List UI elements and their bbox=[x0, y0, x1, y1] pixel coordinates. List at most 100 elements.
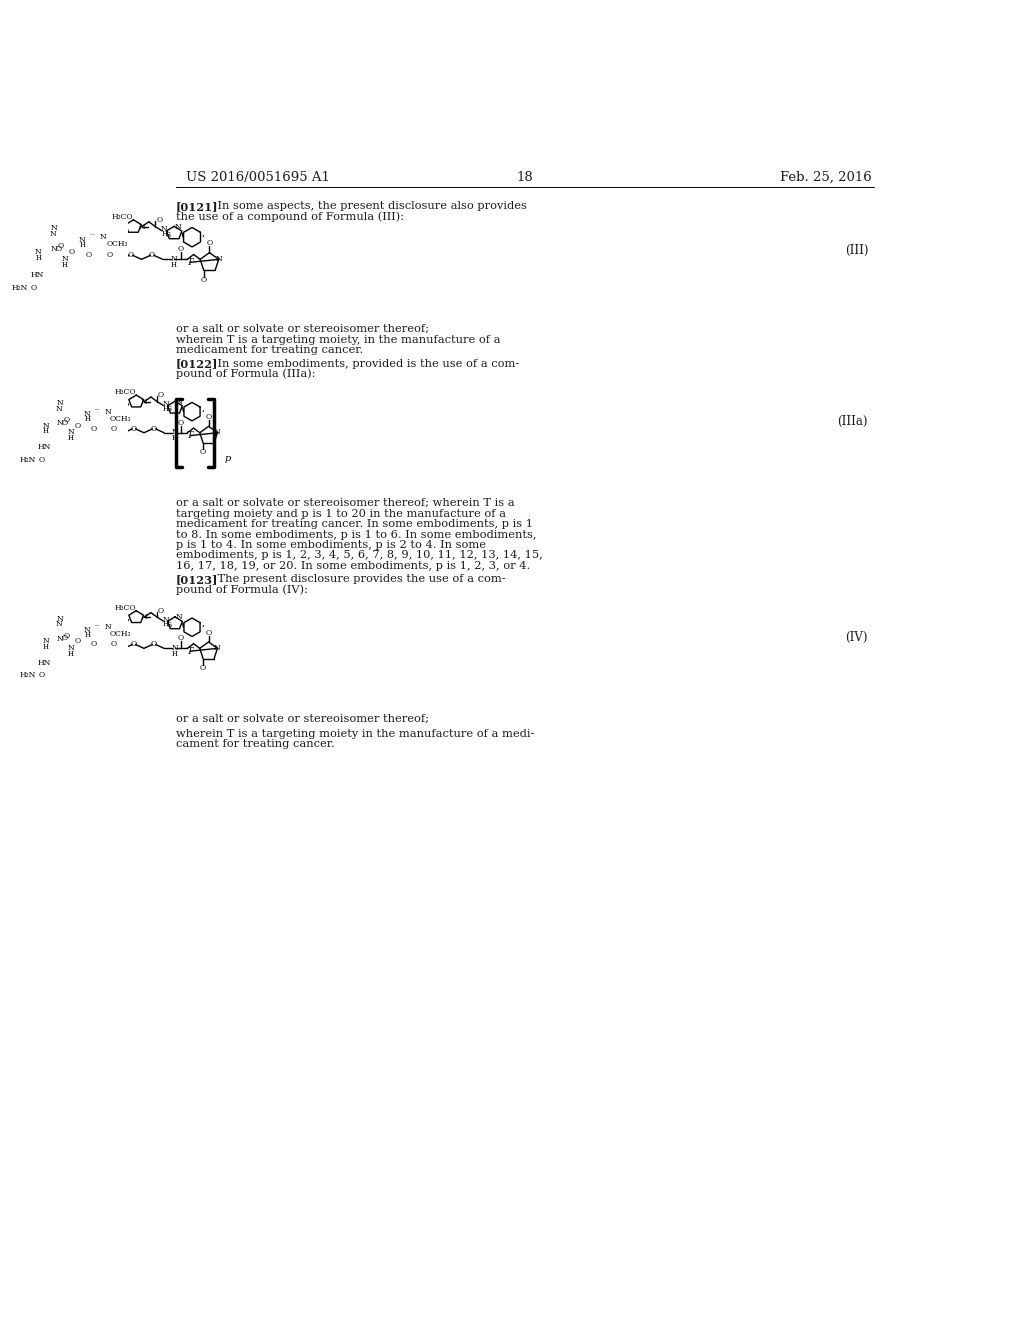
Text: or a salt or solvate or stereoisomer thereof; wherein T is a: or a salt or solvate or stereoisomer the… bbox=[176, 499, 515, 508]
Text: O: O bbox=[200, 449, 206, 457]
Text: O: O bbox=[57, 242, 63, 249]
Text: N: N bbox=[104, 623, 111, 631]
Text: O: O bbox=[106, 251, 113, 259]
Text: medicament for treating cancer. In some embodiments, p is 1: medicament for treating cancer. In some … bbox=[176, 519, 534, 529]
Text: H₃CO: H₃CO bbox=[115, 388, 136, 396]
Text: H: H bbox=[162, 230, 167, 238]
Text: N: N bbox=[140, 397, 147, 405]
Text: [0122]: [0122] bbox=[176, 358, 218, 370]
Text: In some embodiments, provided is the use of a com-: In some embodiments, provided is the use… bbox=[203, 359, 519, 368]
Text: ...: ... bbox=[94, 622, 99, 627]
Text: O: O bbox=[31, 284, 37, 292]
Text: HN: HN bbox=[38, 659, 51, 667]
Text: N: N bbox=[100, 234, 106, 242]
Text: O: O bbox=[39, 672, 45, 680]
Text: ...: ... bbox=[89, 231, 94, 236]
Text: N: N bbox=[214, 644, 221, 652]
Text: wherein T is a targeting moiety in the manufacture of a medi-: wherein T is a targeting moiety in the m… bbox=[176, 729, 535, 739]
Text: O: O bbox=[61, 635, 68, 643]
Text: O: O bbox=[201, 276, 207, 284]
Text: H: H bbox=[163, 620, 169, 628]
Text: S: S bbox=[165, 231, 170, 239]
Text: O: O bbox=[111, 425, 117, 433]
Text: Feb. 25, 2016: Feb. 25, 2016 bbox=[780, 172, 872, 185]
Text: ...: ... bbox=[94, 407, 99, 411]
Text: N: N bbox=[104, 408, 111, 416]
Text: or a salt or solvate or stereoisomer thereof;: or a salt or solvate or stereoisomer the… bbox=[176, 714, 429, 723]
Text: p: p bbox=[224, 454, 230, 462]
Text: N: N bbox=[162, 400, 169, 408]
Text: O: O bbox=[151, 425, 157, 433]
Text: N: N bbox=[162, 615, 169, 623]
Text: The present disclosure provides the use of a com-: The present disclosure provides the use … bbox=[203, 574, 506, 585]
Text: O: O bbox=[177, 244, 183, 253]
Text: H: H bbox=[43, 643, 48, 651]
Text: O: O bbox=[158, 392, 164, 400]
Text: O: O bbox=[206, 413, 212, 421]
Text: N: N bbox=[57, 399, 63, 407]
Text: O: O bbox=[61, 418, 68, 426]
Text: O: O bbox=[178, 635, 184, 643]
Text: the use of a compound of Formula (III):: the use of a compound of Formula (III): bbox=[176, 211, 404, 222]
Text: S: S bbox=[166, 405, 171, 413]
Text: O: O bbox=[90, 425, 96, 433]
Text: N: N bbox=[42, 638, 49, 645]
Text: O: O bbox=[131, 640, 137, 648]
Text: N: N bbox=[57, 418, 63, 428]
Text: O: O bbox=[150, 251, 156, 259]
Text: O: O bbox=[55, 244, 61, 253]
Text: 16, 17, 18, 19, or 20. In some embodiments, p is 1, 2, 3, or 4.: 16, 17, 18, 19, or 20. In some embodimen… bbox=[176, 561, 530, 570]
Text: H: H bbox=[171, 261, 177, 269]
Text: wherein T is a targeting moiety, in the manufacture of a: wherein T is a targeting moiety, in the … bbox=[176, 335, 501, 345]
Text: N: N bbox=[172, 644, 178, 652]
Text: O: O bbox=[75, 422, 80, 430]
Text: N: N bbox=[161, 226, 168, 234]
Text: O: O bbox=[128, 251, 134, 259]
Text: N: N bbox=[84, 626, 91, 634]
Text: 18: 18 bbox=[516, 172, 534, 185]
Text: or a salt or solvate or stereoisomer thereof;: or a salt or solvate or stereoisomer the… bbox=[176, 325, 429, 334]
Text: N: N bbox=[79, 236, 86, 244]
Text: H₂N: H₂N bbox=[11, 284, 28, 292]
Text: H: H bbox=[172, 649, 178, 657]
Text: O: O bbox=[158, 607, 164, 615]
Text: T: T bbox=[186, 257, 194, 267]
Text: targeting moiety and p is 1 to 20 in the manufacture of a: targeting moiety and p is 1 to 20 in the… bbox=[176, 508, 506, 519]
Text: N: N bbox=[68, 428, 75, 436]
Text: O: O bbox=[90, 640, 96, 648]
Text: O: O bbox=[131, 425, 137, 433]
Text: ,: , bbox=[202, 404, 205, 412]
Text: O: O bbox=[69, 248, 75, 256]
Text: N: N bbox=[175, 223, 181, 231]
Text: N: N bbox=[214, 428, 221, 436]
Text: cament for treating cancer.: cament for treating cancer. bbox=[176, 739, 335, 750]
Text: H: H bbox=[62, 261, 68, 269]
Text: O: O bbox=[111, 640, 117, 648]
Text: N: N bbox=[50, 246, 57, 253]
Text: O: O bbox=[157, 216, 163, 224]
Text: O: O bbox=[63, 416, 70, 424]
Text: N: N bbox=[215, 255, 222, 263]
Text: embodiments, p is 1, 2, 3, 4, 5, 6, 7, 8, 9, 10, 11, 12, 13, 14, 15,: embodiments, p is 1, 2, 3, 4, 5, 6, 7, 8… bbox=[176, 550, 543, 560]
Text: O: O bbox=[206, 628, 212, 636]
Text: (IIIa): (IIIa) bbox=[838, 416, 868, 428]
Text: N: N bbox=[175, 614, 182, 622]
Text: O: O bbox=[63, 632, 70, 640]
Text: O: O bbox=[86, 251, 92, 259]
Text: N: N bbox=[61, 255, 69, 263]
Text: N: N bbox=[138, 223, 145, 231]
Text: ,: , bbox=[202, 619, 205, 628]
Text: N: N bbox=[175, 397, 182, 405]
Text: (III): (III) bbox=[845, 244, 868, 257]
Text: N: N bbox=[42, 422, 49, 430]
Text: HN: HN bbox=[30, 271, 43, 279]
Text: pound of Formula (IIIa):: pound of Formula (IIIa): bbox=[176, 368, 315, 379]
Text: N: N bbox=[68, 644, 75, 652]
Text: OCH₃: OCH₃ bbox=[110, 414, 131, 422]
Text: N: N bbox=[35, 248, 42, 256]
Text: medicament for treating cancer.: medicament for treating cancer. bbox=[176, 345, 364, 355]
Text: H₃CO: H₃CO bbox=[115, 605, 136, 612]
Text: pound of Formula (IV):: pound of Formula (IV): bbox=[176, 585, 308, 595]
Text: N: N bbox=[84, 411, 91, 418]
Text: H₂N: H₂N bbox=[19, 455, 36, 463]
